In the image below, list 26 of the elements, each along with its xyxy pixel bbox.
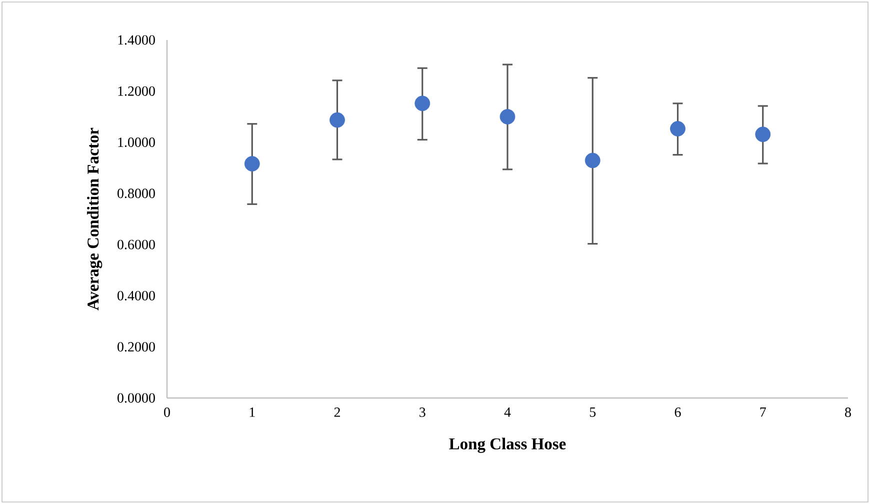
y-axis-title: Average Condition Factor — [87, 128, 102, 310]
y-tick-label: 0.2000 — [118, 342, 155, 352]
y-tick-label: 0.0000 — [118, 393, 155, 403]
point — [500, 109, 516, 124]
x-tick-label: 2 — [334, 408, 340, 417]
y-tick-label: 1.4000 — [118, 35, 155, 45]
x-tick-label: 6 — [674, 408, 681, 417]
y-tick-label: 0.6000 — [118, 240, 155, 250]
y-tick-label: 1.2000 — [118, 86, 155, 96]
y-tick-label: 1.0000 — [118, 138, 155, 148]
x-tick-label: 4 — [504, 408, 511, 417]
point — [414, 96, 430, 112]
point — [584, 152, 600, 168]
x-tick-label: 1 — [250, 408, 255, 417]
x-tick-label: 7 — [760, 408, 766, 417]
y-tick-label: 0.8000 — [118, 188, 155, 198]
x-tick-label: 8 — [845, 408, 851, 417]
point — [755, 126, 771, 142]
point — [330, 112, 345, 128]
x-tick-label: 0 — [164, 408, 170, 417]
x-tick-label: 5 — [590, 408, 596, 417]
point — [244, 156, 260, 172]
point — [670, 121, 686, 136]
x-axis-title: Long Class Hose — [449, 438, 566, 453]
x-tick-label: 3 — [420, 408, 426, 417]
y-tick-label: 0.4000 — [118, 290, 155, 300]
